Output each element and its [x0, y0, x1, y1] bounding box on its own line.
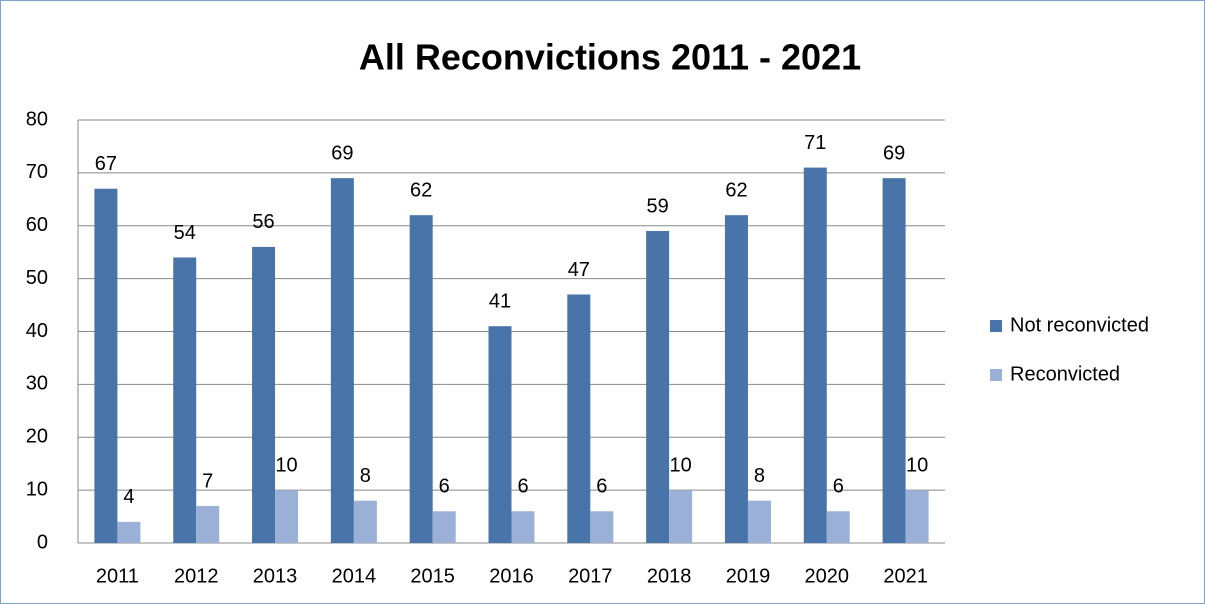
legend-label: Reconvicted	[1010, 363, 1120, 385]
legend-swatch	[990, 320, 1002, 332]
bar	[353, 500, 377, 543]
value-label: 59	[647, 195, 669, 217]
bar	[803, 167, 827, 543]
value-label: 62	[410, 179, 432, 201]
value-label: 54	[174, 222, 196, 244]
value-label: 6	[596, 476, 607, 498]
bar	[275, 490, 299, 543]
x-tick-label: 2015	[410, 565, 455, 587]
x-tick-label: 2016	[489, 565, 534, 587]
bar	[252, 246, 276, 543]
bar	[669, 490, 693, 543]
value-label: 71	[804, 132, 826, 154]
bar	[882, 178, 906, 543]
y-tick-label: 60	[26, 214, 48, 236]
value-label: 69	[331, 142, 353, 164]
bar	[173, 257, 197, 543]
x-tick-label: 2018	[647, 565, 692, 587]
x-tick-label: 2012	[174, 565, 219, 587]
x-tick-label: 2011	[96, 565, 139, 587]
bar	[905, 490, 929, 543]
bar	[724, 215, 748, 544]
chart-title: All Reconvictions 2011 - 2021	[359, 37, 861, 78]
value-label: 62	[725, 179, 747, 201]
value-label: 56	[252, 211, 274, 233]
value-label: 69	[883, 142, 905, 164]
y-tick-label: 40	[26, 320, 48, 342]
value-label: 8	[754, 465, 765, 487]
value-label: 6	[833, 476, 844, 498]
value-label: 10	[670, 454, 692, 476]
value-label: 7	[202, 470, 213, 492]
x-tick-label: 2019	[726, 565, 771, 587]
bar	[196, 505, 220, 543]
y-tick-label: 0	[37, 531, 48, 553]
x-tick-label: 2014	[332, 565, 377, 587]
y-tick-label: 10	[26, 478, 48, 500]
bar	[409, 215, 433, 544]
x-tick-label: 2020	[805, 565, 850, 587]
legend-swatch	[990, 369, 1002, 381]
bar	[488, 326, 512, 543]
y-tick-label: 70	[26, 161, 48, 183]
bar	[747, 500, 771, 543]
y-tick-label: 30	[26, 373, 48, 395]
y-tick-label: 50	[26, 267, 48, 289]
value-label: 6	[517, 476, 528, 498]
bar	[646, 231, 670, 543]
y-tick-label: 20	[26, 426, 48, 448]
value-label: 47	[568, 259, 590, 281]
bar	[432, 511, 456, 543]
bar	[117, 521, 141, 543]
x-tick-label: 2021	[883, 565, 928, 587]
value-label: 4	[123, 486, 134, 508]
bar	[590, 511, 614, 543]
value-label: 10	[275, 454, 297, 476]
bar	[567, 294, 591, 543]
value-label: 6	[439, 476, 450, 498]
value-label: 67	[95, 153, 117, 175]
bar	[330, 178, 354, 543]
legend-label: Not reconvicted	[1010, 314, 1149, 336]
y-tick-label: 80	[26, 108, 48, 130]
value-label: 10	[906, 454, 928, 476]
bar	[511, 511, 535, 543]
bar	[826, 511, 850, 543]
x-tick-label: 2017	[568, 565, 613, 587]
value-label: 41	[489, 290, 511, 312]
bar	[94, 188, 118, 544]
x-tick-label: 2013	[253, 565, 298, 587]
value-label: 8	[360, 465, 371, 487]
